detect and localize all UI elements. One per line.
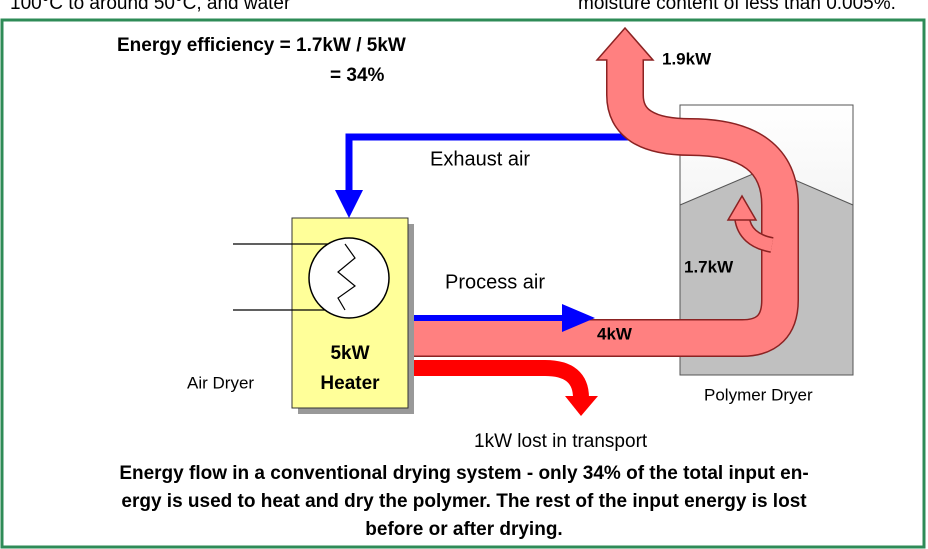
context-text: 100°C to around 50°C, and water [10,0,291,14]
flow-label: 1.7kW [684,257,734,276]
flow-label: 1kW lost in transport [474,431,648,452]
caption: before or after drying. [365,519,562,540]
caption: Energy flow in a conventional drying sys… [119,463,808,484]
heater-label: Heater [320,373,380,394]
heater-label: 5kW [330,343,369,364]
arrow-head [562,304,595,332]
heater-coil [308,237,390,319]
component-label: Air Dryer [187,373,254,392]
coil-zigzag [337,243,356,311]
arrow-head [335,190,363,218]
flow-label: 4kW [597,324,633,343]
formula-text: Energy efficiency = 1.7kW / 5kW [117,35,406,56]
energy-flow [408,26,799,357]
flow-label: 1.9kW [662,49,712,68]
loss-arrow [408,360,589,399]
flow-label: Exhaust air [430,148,530,170]
formula-text: = 34% [330,65,385,86]
arrow-head [565,396,598,416]
component-label: Polymer Dryer [704,385,813,404]
exhaust-arrow [345,133,680,195]
flow-label: Process air [445,271,545,293]
context-text: moisture content of less than 0.005%. [578,0,896,14]
caption: ergy is used to heat and dry the polymer… [121,491,807,512]
